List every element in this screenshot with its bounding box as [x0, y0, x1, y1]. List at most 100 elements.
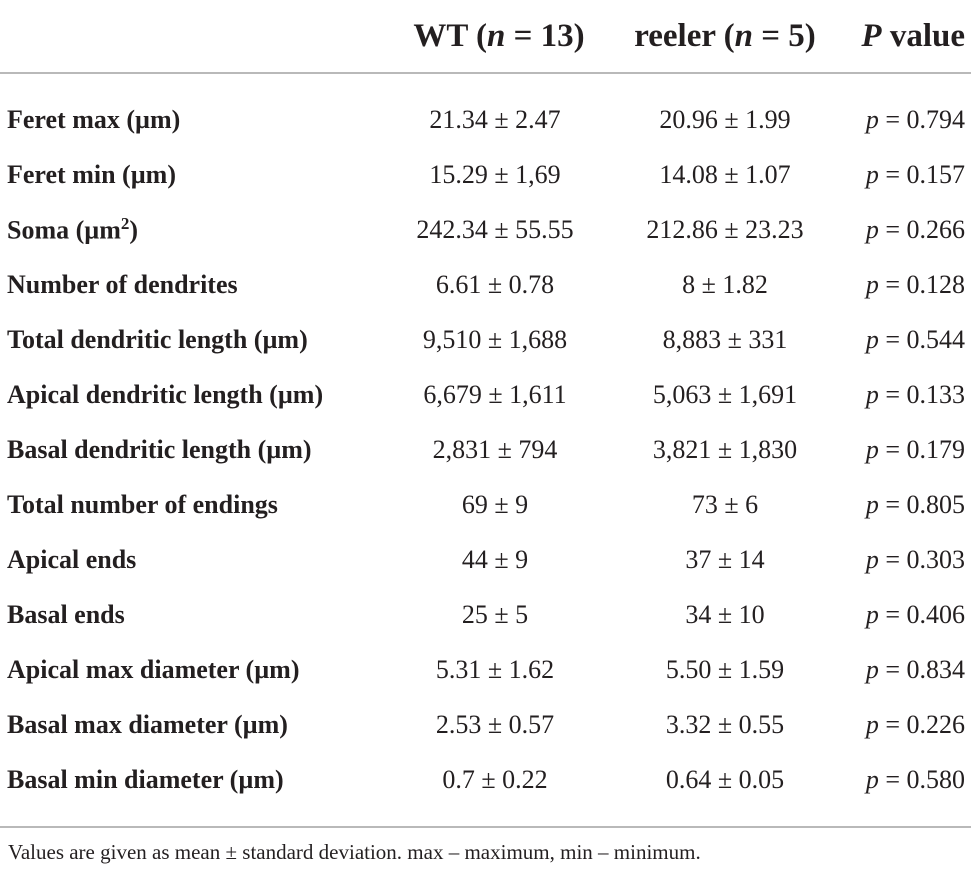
- row-label-text: Basal max diameter (µm): [7, 709, 288, 739]
- cell-wt: 21.34 ± 2.47: [429, 104, 561, 134]
- cell-p-number: = 0.133: [878, 379, 965, 409]
- cell-reeler: 8 ± 1.82: [682, 269, 768, 299]
- table-row: Apical max diameter (µm) 5.31 ± 1.62 5.50 …: [0, 642, 971, 697]
- cell-reeler: 34 ± 10: [685, 599, 765, 629]
- cell-p-symbol: p: [865, 544, 879, 574]
- cell-p-value: p = 0.128: [840, 257, 971, 312]
- row-label-text: Apical ends: [7, 544, 137, 574]
- cell-p-number: = 0.179: [878, 434, 965, 464]
- cell-p-number: = 0.266: [878, 214, 965, 244]
- cell-p-value: p = 0.226: [840, 697, 971, 752]
- row-label: Basal ends: [0, 587, 380, 642]
- cell-p-symbol: p: [865, 269, 879, 299]
- cell-wt: 5.31 ± 1.62: [435, 654, 555, 684]
- header-p-value: P value: [840, 0, 971, 72]
- table-row: Basal ends 25 ± 5 34 ± 10 p = 0.406: [0, 587, 971, 642]
- cell-reeler: 5,063 ± 1,691: [652, 379, 798, 409]
- cell-p-symbol: p: [865, 104, 879, 134]
- cell-p-number: = 0.580: [878, 765, 965, 794]
- cell-p-value: p = 0.157: [840, 147, 971, 202]
- cell-wt: 44 ± 9: [461, 544, 529, 574]
- cell-p-value: p = 0.794: [840, 92, 971, 147]
- cell-reeler: 212.86 ± 23.23: [646, 214, 804, 244]
- row-label-text: Apical max diameter (µm): [7, 654, 300, 684]
- row-label-text: Basal min diameter (µm): [7, 765, 284, 794]
- cell-p-value: p = 0.805: [840, 477, 971, 532]
- row-label: Total number of endings: [0, 477, 380, 532]
- cell-p-symbol: p: [865, 489, 879, 519]
- cell-p-value: p = 0.303: [840, 532, 971, 587]
- cell-p-symbol: p: [865, 434, 879, 464]
- cell-wt: 2,831 ± 794: [432, 434, 558, 464]
- header-reeler-prefix: reeler (: [634, 17, 735, 54]
- bottom-rule: [0, 826, 971, 828]
- cell-wt: 25 ± 5: [461, 599, 529, 629]
- header-wt-suffix: = 13): [505, 17, 585, 54]
- cell-p-value: p = 0.179: [840, 422, 971, 477]
- table-row: Basal max diameter (µm) 2.53 ± 0.57 3.32 ±…: [0, 697, 971, 752]
- table-row: Number of dendrites 6.61 ± 0.78 8 ± 1.82 p …: [0, 257, 971, 312]
- header-wt: WT (n = 13): [380, 0, 610, 72]
- cell-wt: 9,510 ± 1,688: [422, 324, 568, 354]
- cell-reeler: 73 ± 6: [691, 489, 759, 519]
- row-label: Total dendritic length (µm): [0, 312, 380, 367]
- header-wt-n: n: [487, 17, 506, 54]
- cell-wt: 2.53 ± 0.57: [435, 709, 555, 739]
- cell-p-symbol: p: [865, 214, 879, 244]
- table-footnote: Values are given as mean ± standard devi…: [8, 840, 701, 864]
- cell-reeler: 3,821 ± 1,830: [652, 434, 798, 464]
- cell-p-number: = 0.303: [878, 544, 965, 574]
- cell-reeler: 5.50 ± 1.59: [665, 654, 785, 684]
- cell-p-symbol: p: [865, 709, 879, 739]
- table-row: Basal min diameter (µm) 0.7 ± 0.22 0.64 ± …: [0, 752, 971, 808]
- cell-p-number: = 0.544: [878, 324, 965, 354]
- row-label: Apical dendritic length (µm): [0, 367, 380, 422]
- header-wt-prefix: WT (: [413, 17, 487, 54]
- row-label-end: ): [129, 215, 139, 245]
- cell-wt: 6,679 ± 1,611: [423, 379, 567, 409]
- cell-reeler: 8,883 ± 331: [662, 324, 788, 354]
- row-label: Soma (µm2): [0, 202, 380, 257]
- cell-p-number: = 0.805: [878, 489, 965, 519]
- cell-p-symbol: p: [865, 654, 879, 684]
- row-label: Apical ends: [0, 532, 380, 587]
- row-label-text: Total number of endings: [7, 489, 278, 519]
- cell-reeler: 14.08 ± 1.07: [659, 159, 791, 189]
- cell-p-symbol: p: [865, 379, 879, 409]
- cell-p-value: p = 0.133: [840, 367, 971, 422]
- cell-p-number: = 0.834: [878, 654, 965, 684]
- cell-wt: 242.34 ± 55.55: [416, 214, 574, 244]
- row-label-text: Basal ends: [7, 599, 125, 629]
- cell-reeler: 3.32 ± 0.55: [665, 709, 785, 739]
- header-reeler: reeler (n = 5): [610, 0, 840, 72]
- cell-p-value: p = 0.266: [840, 202, 971, 257]
- data-table-container: WT (n = 13) reeler (n = 5) P value Feret…: [0, 0, 971, 808]
- row-label-text: Feret min (µm): [7, 159, 176, 189]
- row-label: Feret min (µm): [0, 147, 380, 202]
- header-p: P: [861, 17, 882, 54]
- row-label: Number of dendrites: [0, 257, 380, 312]
- table-body: Feret max (µm) 21.34 ± 2.47 20.96 ± 1.99 p …: [0, 92, 971, 808]
- cell-p-number: = 0.794: [878, 104, 965, 134]
- table-row: Basal dendritic length (µm) 2,831 ± 794 3,…: [0, 422, 971, 477]
- morphology-table: WT (n = 13) reeler (n = 5) P value Feret…: [0, 0, 971, 808]
- table-header-row: WT (n = 13) reeler (n = 5) P value: [0, 0, 971, 72]
- cell-reeler: 37 ± 14: [685, 544, 765, 574]
- row-label: Basal max diameter (µm): [0, 697, 380, 752]
- header-reeler-suffix: = 5): [753, 17, 816, 54]
- table-row: Feret max (µm) 21.34 ± 2.47 20.96 ± 1.99 p …: [0, 92, 971, 147]
- table-row: Soma (µm2) 242.34 ± 55.55 212.86 ± 23.23 p …: [0, 202, 971, 257]
- cell-p-symbol: p: [865, 599, 879, 629]
- cell-reeler: 0.64 ± 0.05: [665, 765, 785, 794]
- header-rule: [0, 72, 971, 74]
- cell-wt: 15.29 ± 1,69: [429, 159, 561, 189]
- cell-p-symbol: p: [865, 159, 879, 189]
- header-parameter: [0, 0, 380, 72]
- cell-p-value: p = 0.834: [840, 642, 971, 697]
- cell-reeler: 20.96 ± 1.99: [659, 104, 791, 134]
- cell-p-symbol: p: [865, 765, 879, 794]
- cell-p-value: p = 0.580: [840, 752, 971, 808]
- cell-p-number: = 0.128: [878, 269, 965, 299]
- table-row: Total number of endings 69 ± 9 73 ± 6 p = 0…: [0, 477, 971, 532]
- row-label-text: Basal dendritic length (µm): [7, 434, 312, 464]
